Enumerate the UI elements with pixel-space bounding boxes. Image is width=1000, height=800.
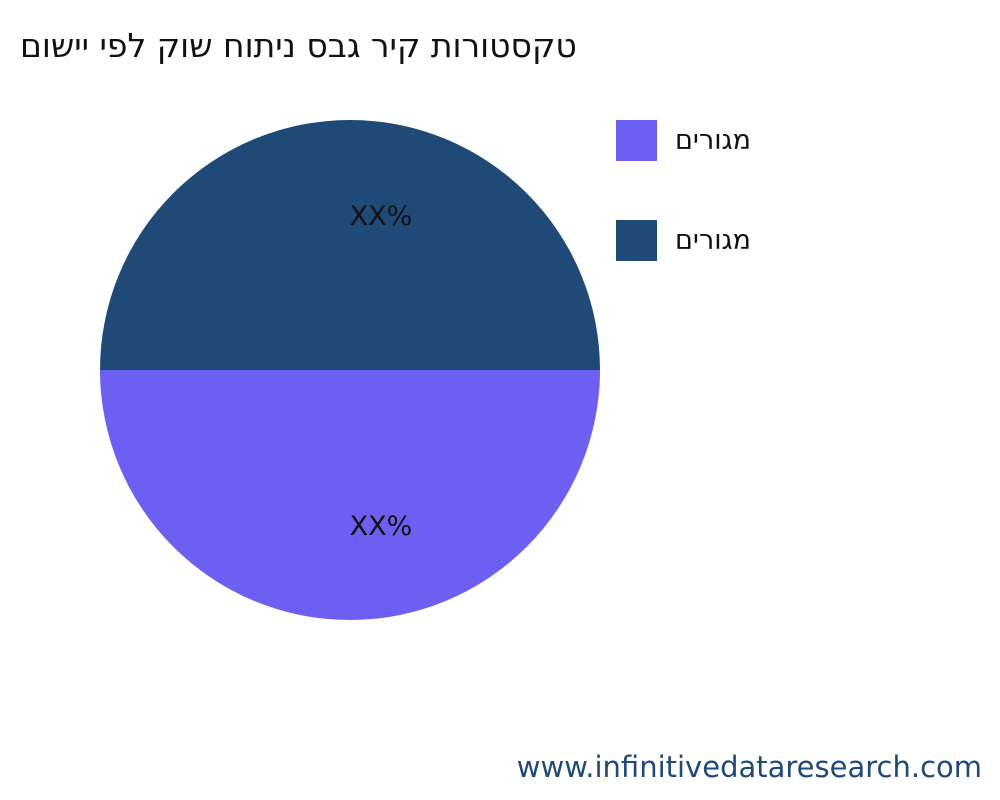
legend-swatch <box>616 119 657 161</box>
legend-item: םירוגמ <box>616 219 751 261</box>
legend-label: םירוגמ <box>675 224 752 256</box>
legend-label: םירוגמ <box>675 124 752 156</box>
pie-slice <box>100 370 600 620</box>
footer-url: www.infinitivedataresearch.com <box>516 750 982 784</box>
pie-slice <box>100 120 600 370</box>
slice-label: XX% <box>350 201 413 232</box>
legend-swatch <box>616 219 657 261</box>
legend-item: םירוגמ <box>616 119 751 161</box>
slice-label: XX% <box>350 511 413 542</box>
chart-title: םושיי יפל קוש חותינ סבג ריק תורוטסקט <box>20 26 577 65</box>
